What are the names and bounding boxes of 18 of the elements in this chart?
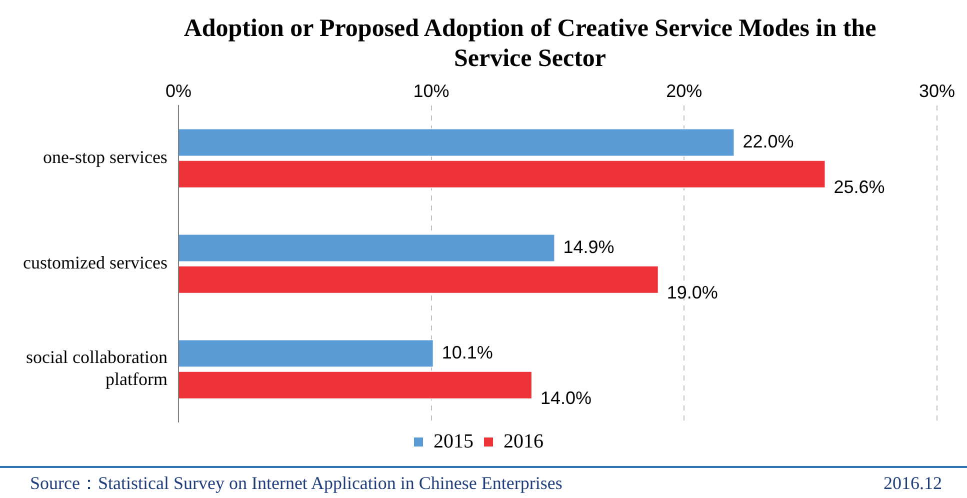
y-tick-label: social collaboration platform [26,347,168,389]
x-tick-label: 0% [165,80,192,101]
data-label: 10.1% [442,342,493,362]
legend-label: 2016 [504,430,544,452]
data-label: 22.0% [742,131,794,152]
source-note: Source：Statistical Survey on Internet Application in Chinese Enterprises [30,472,562,494]
x-tick-label: 20% [666,80,702,101]
chart-title: Adoption or Proposed Adoption of Creative Service Modes in the Service Sector [182,14,878,74]
text: 2016.12 [884,472,942,494]
data-label: 14.0% [540,388,592,408]
y-tick-label: one-stop services [42,147,168,168]
legend-label: 2015 [434,430,474,452]
x-tick-label: 30% [918,80,956,101]
x-tick-label: 10% [413,80,450,101]
data-label: 25.6% [834,177,885,198]
data-label: 14.9% [563,236,614,257]
data-label: 19.0% [666,282,718,303]
y-tick-label: customized services [22,252,168,273]
